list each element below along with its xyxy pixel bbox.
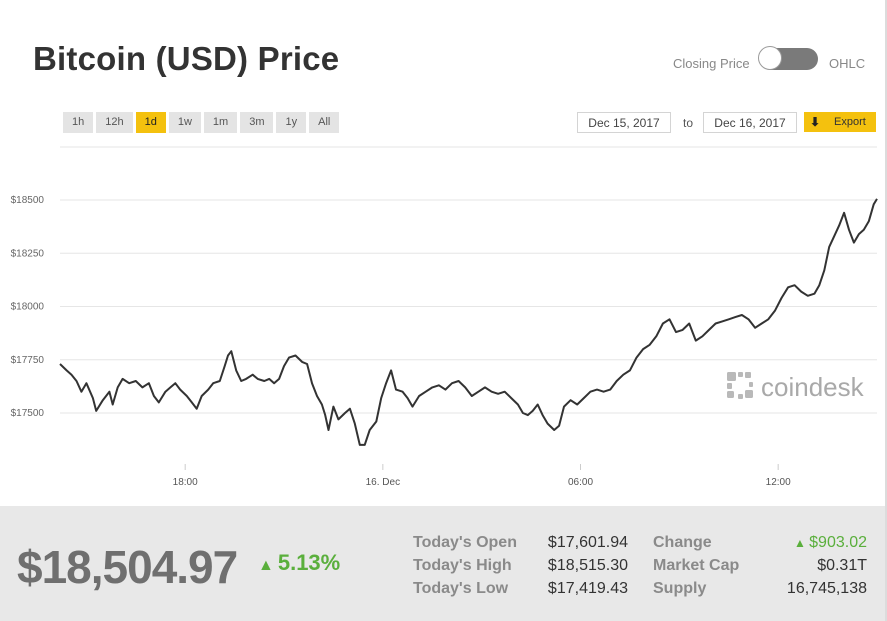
y-tick-label: $18250 xyxy=(11,248,45,259)
change-percent: ▲ 5.13% xyxy=(258,550,340,576)
price-series-line xyxy=(59,198,878,446)
coindesk-watermark: coindesk xyxy=(725,370,864,402)
price-mode-toggle[interactable] xyxy=(758,46,818,70)
date-to-label: to xyxy=(683,116,694,130)
stat-value: $17,419.43 xyxy=(547,580,628,597)
y-tick-label: $17500 xyxy=(11,408,45,419)
stat-value: ▲ $903.02 xyxy=(794,534,867,552)
ohlc-label[interactable]: OHLC xyxy=(829,56,866,71)
x-tick-label: 12:00 xyxy=(766,477,791,488)
date-to-input[interactable]: Dec 16, 2017 xyxy=(703,112,797,133)
stat-label: Today's High xyxy=(413,557,512,574)
range-button-1h[interactable]: 1h xyxy=(63,112,94,133)
coindesk-wordmark: coindesk xyxy=(761,372,864,402)
stat-value: $0.31T xyxy=(817,557,867,574)
x-tick-label: 18:00 xyxy=(173,477,198,488)
panel-border xyxy=(885,0,887,621)
range-button-1m[interactable]: 1m xyxy=(203,112,238,133)
price-mode-toggle-row: Closing Price OHLC xyxy=(660,46,875,76)
stat-label: Change xyxy=(653,534,712,551)
range-button-1w[interactable]: 1w xyxy=(168,112,201,133)
range-button-all[interactable]: All xyxy=(309,112,340,133)
range-button-3m[interactable]: 3m xyxy=(240,112,274,133)
stat-label: Market Cap xyxy=(653,557,740,574)
stat-value-text: $903.02 xyxy=(809,534,867,551)
change-percent-value: 5.13% xyxy=(277,550,341,575)
range-button-1y[interactable]: 1y xyxy=(276,112,307,133)
toggle-knob[interactable] xyxy=(758,46,782,70)
up-triangle-icon: ▲ xyxy=(258,557,274,574)
stat-label: Today's Low xyxy=(413,580,509,597)
download-arrow-icon: ⬇ xyxy=(810,115,821,129)
y-tick-label: $17750 xyxy=(11,355,45,366)
coindesk-logo-icon xyxy=(727,372,753,399)
stat-value: 16,745,138 xyxy=(786,580,867,597)
stat-label: Today's Open xyxy=(413,534,517,551)
range-button-12h[interactable]: 12h xyxy=(96,112,133,133)
stat-label: Supply xyxy=(653,580,707,597)
y-tick-label: $18500 xyxy=(11,195,45,206)
price-summary-footer: $18,504.97 ▲ 5.13% Today's Open $17,601.94… xyxy=(0,506,885,621)
up-triangle-icon: ▲ xyxy=(793,536,810,550)
x-tick-label: 16. Dec xyxy=(366,477,400,488)
price-chart[interactable]: $18500 $18250 $18000 $17750 $17500 18:00 16. … xyxy=(0,140,885,500)
x-tick-label: 06:00 xyxy=(568,477,593,488)
range-button-1d[interactable]: 1d xyxy=(135,112,166,133)
y-tick-label: $18000 xyxy=(11,302,45,313)
export-button[interactable]: ⬇ Export xyxy=(804,112,876,132)
stat-value: $18,515.30 xyxy=(547,557,628,574)
closing-price-label[interactable]: Closing Price xyxy=(673,56,750,71)
stat-value: $17,601.94 xyxy=(547,534,628,551)
export-label: Export xyxy=(834,116,866,128)
date-from-input[interactable]: Dec 15, 2017 xyxy=(577,112,671,133)
page-title: Bitcoin (USD) Price xyxy=(33,40,340,77)
time-range-selector: 1h 12h 1d 1w 1m 3m 1y All xyxy=(63,112,340,133)
current-price: $18,504.97 xyxy=(17,541,238,593)
